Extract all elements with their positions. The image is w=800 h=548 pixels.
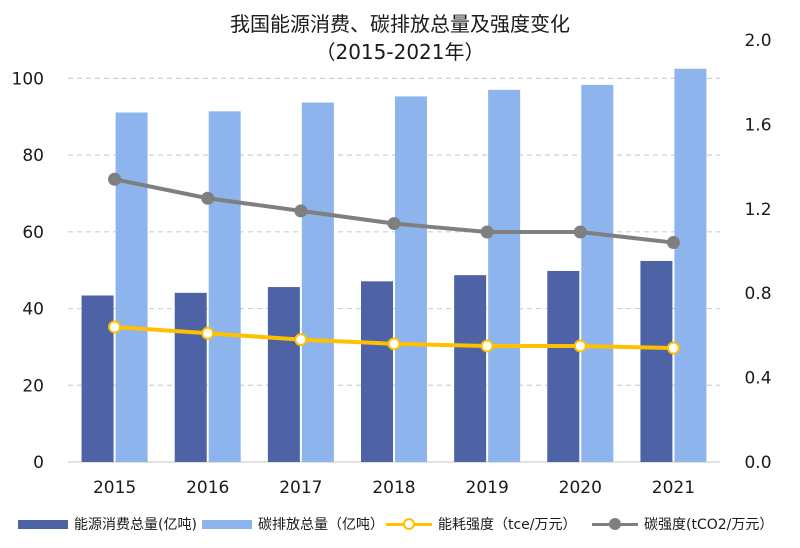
energy-intensity-point [387,337,401,351]
x-axis-tick-label: 2019 [466,478,509,498]
left-axis-ticks: 0 20 40 60 80 100 [12,69,44,473]
carbon-intensity-point [201,191,215,205]
energy-intensity-point [573,339,587,353]
right-axis-tick-label: 1.2 [744,200,771,220]
right-axis-tick-label: 0.8 [744,284,771,304]
carbon-intensity-point [108,172,122,186]
legend-label: 能源消费总量(亿吨) [74,517,197,533]
legend-label: 碳排放总量（亿吨） [258,517,384,533]
carbon-intensity-point [387,217,401,231]
legend-item-energy-total: 能源消费总量(亿吨) [18,514,197,534]
right-axis-tick-label: 0.4 [744,369,771,389]
carbon-total-bar [581,84,614,463]
energy-total-bar [454,275,487,462]
legend-swatch-carbon-intensity [592,518,638,530]
x-axis-tick-label: 2020 [559,478,602,498]
right-axis-ticks: 0.0 0.4 0.8 1.2 1.6 2.0 [744,31,771,473]
energy-total-bars [81,260,673,462]
left-axis-tick-label: 80 [22,146,44,166]
right-axis-tick-label: 0.0 [744,453,771,473]
energy-intensity-point [480,339,494,353]
legend-swatch-carbon-total [202,519,252,529]
right-axis-tick-label: 1.6 [744,115,771,135]
legend-label: 能耗强度（tce/万元） [438,517,577,533]
x-axis-tick-label: 2018 [372,478,415,498]
energy-intensity-point [294,333,308,347]
energy-intensity-point [108,320,122,334]
carbon-total-bar [301,102,334,463]
chart-title: 我国能源消费、碳排放总量及强度变化 [230,12,570,36]
carbon-total-bars [115,68,707,463]
energy-intensity-point [666,341,680,355]
energy-total-bar [81,295,114,462]
left-axis-tick-label: 0 [33,453,44,473]
energy-total-bar [174,292,207,462]
carbon-intensity-line [108,172,680,250]
energy-intensity-point [201,326,215,340]
legend-swatch-energy-total [18,519,68,529]
energy-total-bar [267,287,300,462]
carbon-intensity-point [294,204,308,218]
legend-label: 碳强度(tCO2/万元） [644,517,774,533]
carbon-intensity-point [666,236,680,250]
energy-total-bar [547,270,580,462]
energy-total-bar [361,281,393,462]
legend-item-carbon-intensity: 碳强度(tCO2/万元） [592,514,773,534]
legend: 能源消费总量(亿吨) 碳排放总量（亿吨） 能耗强度（tce/万元） 碳强度(tC… [0,514,800,538]
x-axis-tick-label: 2021 [652,478,695,498]
carbon-intensity-point [573,225,587,239]
x-axis-tick-label: 2016 [186,478,229,498]
carbon-total-bar [674,68,707,462]
x-axis-tick-label: 2015 [93,478,136,498]
energy-intensity-line [108,320,680,355]
left-axis-tick-label: 20 [22,376,44,396]
gridlines [68,77,720,463]
left-axis-tick-label: 60 [22,223,44,243]
carbon-intensity-point [480,225,494,239]
energy-total-bar [640,260,673,462]
left-axis-tick-label: 100 [12,69,44,89]
legend-swatch-energy-intensity [386,518,432,530]
carbon-total-bar [488,89,521,462]
left-axis-tick-label: 40 [22,300,44,320]
right-axis-tick-label: 2.0 [744,31,771,51]
carbon-total-bar [395,96,427,463]
legend-item-carbon-total: 碳排放总量（亿吨） [202,514,384,534]
x-axis-tick-label: 2017 [279,478,322,498]
legend-item-energy-intensity: 能耗强度（tce/万元） [386,514,577,534]
carbon-total-bar [115,112,148,463]
x-axis-ticks: 2015 2016 2017 2018 2019 2020 2021 [93,478,695,498]
carbon-total-bar [208,111,241,463]
chart-subtitle: （2015-2021年） [315,40,485,64]
